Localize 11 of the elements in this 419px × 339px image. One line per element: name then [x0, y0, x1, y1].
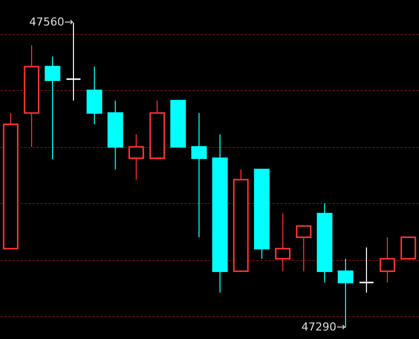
- candlestick: [128, 134, 144, 180]
- candlestick: [296, 225, 312, 272]
- candlestick: [86, 66, 102, 125]
- candlestick: [191, 112, 207, 238]
- candlestick: [274, 213, 291, 272]
- annotation: 47290→: [301, 320, 346, 334]
- candlestick: [358, 246, 374, 294]
- annotation: 47560→: [29, 16, 74, 29]
- candlestick: [400, 236, 416, 260]
- candlestick: [44, 56, 60, 160]
- candlestick: [380, 236, 396, 283]
